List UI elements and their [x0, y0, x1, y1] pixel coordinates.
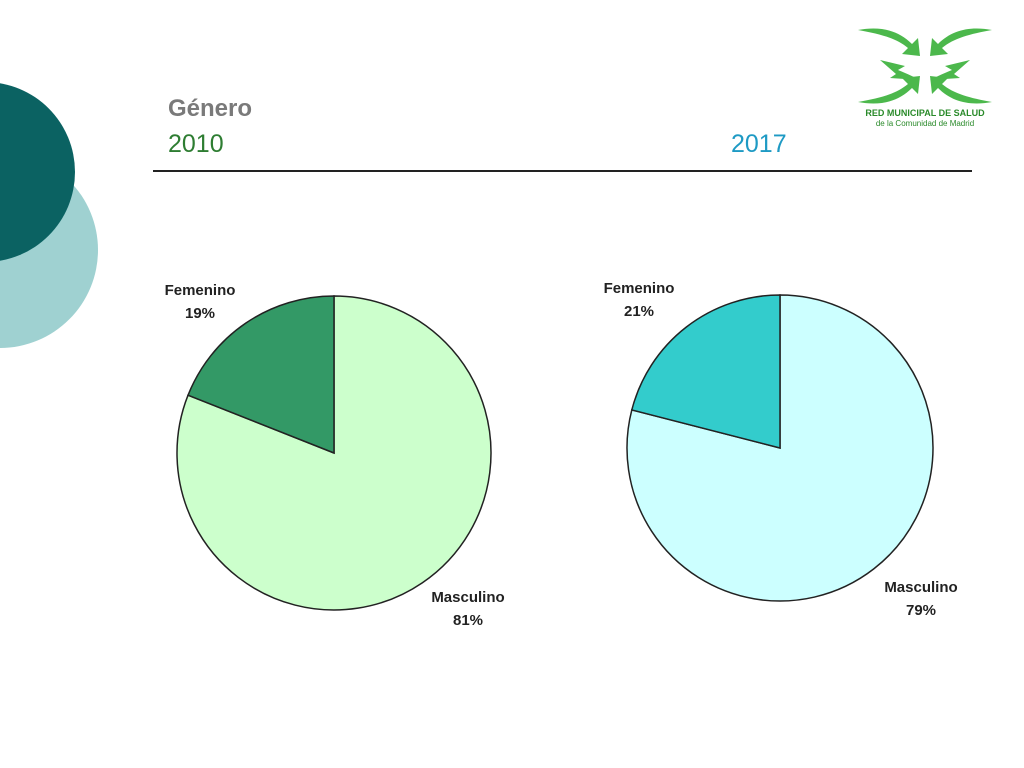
pie-value-masculino-2010: 81% [453, 612, 483, 629]
decorative-circles [0, 83, 98, 348]
slide-title: Género [168, 95, 253, 122]
title-divider [153, 170, 972, 172]
pie-label-masculino-2017: Masculino [884, 579, 957, 596]
pie-label-femenino-2017: Femenino [604, 280, 675, 297]
pie-slice-femenino-2017 [630, 294, 781, 449]
pie-value-masculino-2017: 79% [906, 602, 936, 619]
year-label-2010: 2010 [168, 130, 224, 158]
decorative-circle-dark [0, 83, 75, 261]
pie-slice-femenino-2010 [187, 295, 335, 455]
pie-chart-2010: Femenino 19% Masculino 81% [165, 282, 505, 629]
logo-text-line2: de la Comunidad de Madrid [875, 119, 975, 128]
pie-value-femenino-2017: 21% [624, 303, 654, 320]
pie-label-femenino-2010: Femenino [165, 282, 236, 299]
year-label-2017: 2017 [731, 130, 787, 158]
red-municipal-logo-icon [858, 28, 992, 104]
pie-label-masculino-2010: Masculino [431, 589, 504, 606]
pie-value-femenino-2010: 19% [185, 305, 215, 322]
pie-chart-2017: Femenino 21% Masculino 79% [604, 280, 958, 619]
logo-text-line1: RED MUNICIPAL DE SALUD [865, 108, 985, 118]
